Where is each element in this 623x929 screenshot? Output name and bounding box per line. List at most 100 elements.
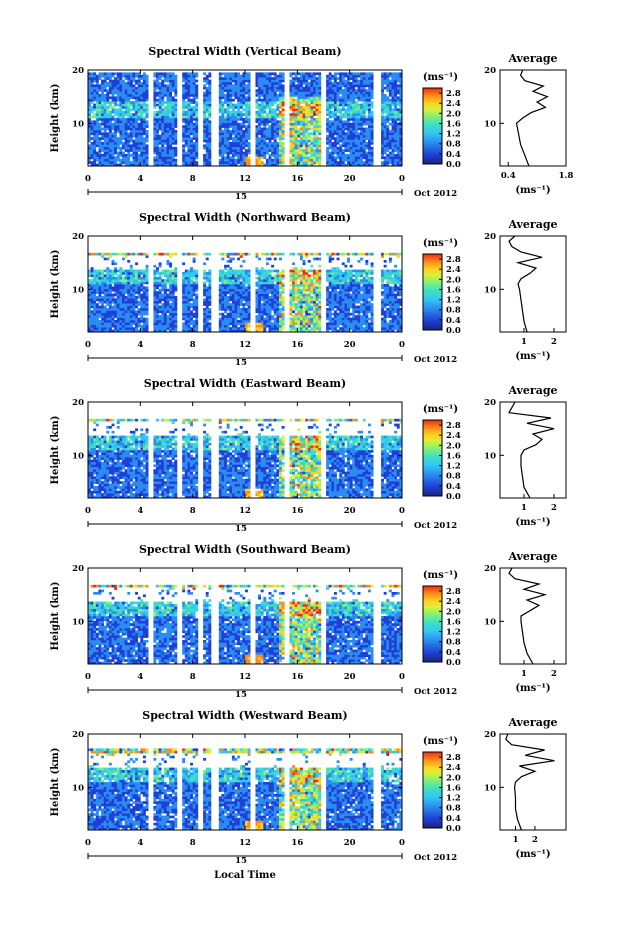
heatmap-cell bbox=[88, 281, 91, 285]
heatmap-cell bbox=[370, 151, 374, 155]
heatmap-cell bbox=[386, 125, 390, 128]
heatmap-cell bbox=[273, 125, 277, 128]
heatmap-cell bbox=[271, 158, 275, 162]
heatmap-cell bbox=[158, 310, 162, 314]
heatmap-cell bbox=[114, 315, 118, 318]
heatmap-cell bbox=[171, 274, 175, 278]
heatmap-cell bbox=[153, 103, 157, 107]
heatmap-cell bbox=[273, 96, 277, 100]
heatmap-cell bbox=[231, 288, 235, 292]
heatmap-cell bbox=[156, 298, 159, 302]
heatmap-cell bbox=[383, 163, 387, 167]
heatmap-cell bbox=[195, 163, 199, 167]
heatmap-cell bbox=[153, 315, 157, 318]
heatmap-cell bbox=[88, 146, 91, 150]
heatmap-cell bbox=[279, 115, 282, 119]
heatmap-cell bbox=[161, 98, 165, 102]
heatmap-cell bbox=[182, 132, 186, 136]
heatmap-cell bbox=[258, 79, 261, 83]
heatmap-cell bbox=[169, 142, 173, 145]
heatmap-cell bbox=[268, 103, 272, 107]
heatmap-cell bbox=[103, 327, 107, 330]
heatmap-cell bbox=[122, 305, 125, 309]
heatmap-cell bbox=[347, 103, 350, 107]
heatmap-cell bbox=[132, 284, 136, 287]
heatmap-cell bbox=[352, 110, 356, 114]
heatmap-cell bbox=[302, 79, 306, 83]
heatmap-cell bbox=[344, 142, 348, 145]
heatmap-cell bbox=[226, 272, 230, 275]
heatmap-cell bbox=[203, 269, 207, 273]
heatmap-cell bbox=[370, 77, 374, 80]
heatmap-cell bbox=[247, 74, 251, 78]
heatmap-cell bbox=[299, 72, 303, 76]
heatmap-cell bbox=[187, 281, 191, 285]
heatmap-cell bbox=[203, 96, 207, 100]
heatmap-cell bbox=[229, 125, 233, 128]
heatmap-cell bbox=[161, 284, 165, 287]
heatmap-cell bbox=[333, 163, 337, 167]
heatmap-cell bbox=[161, 312, 165, 316]
heatmap-cell bbox=[171, 130, 175, 133]
heatmap-cell bbox=[135, 79, 139, 83]
heatmap-cell bbox=[396, 125, 400, 128]
heatmap-cell bbox=[88, 134, 91, 138]
heatmap-cell bbox=[101, 74, 104, 78]
heatmap-cell bbox=[127, 125, 131, 128]
heatmap-cell bbox=[158, 84, 162, 88]
heatmap-cell bbox=[234, 149, 238, 152]
heatmap-cell bbox=[161, 118, 165, 121]
heatmap-cell bbox=[255, 149, 259, 152]
heatmap-cell bbox=[190, 303, 193, 306]
heatmap-cell bbox=[333, 86, 337, 90]
heatmap-cell bbox=[245, 110, 248, 114]
heatmap-cell bbox=[127, 274, 131, 278]
heatmap-cell bbox=[231, 118, 235, 121]
heatmap-cell bbox=[208, 281, 212, 285]
heatmap-cell bbox=[347, 89, 350, 92]
heatmap-cell bbox=[394, 154, 398, 157]
heatmap-cell bbox=[318, 122, 322, 126]
heatmap-cell bbox=[169, 96, 173, 100]
heatmap-cell bbox=[315, 146, 319, 150]
heatmap-cell bbox=[310, 146, 314, 150]
heatmap-cell bbox=[265, 132, 269, 136]
heatmap-cell bbox=[135, 296, 139, 299]
heatmap-cell bbox=[114, 149, 118, 152]
heatmap-cell bbox=[184, 103, 188, 107]
heatmap-cell bbox=[328, 120, 332, 124]
heatmap-cell bbox=[161, 103, 165, 107]
heatmap-cell bbox=[88, 324, 91, 328]
heatmap-cell bbox=[339, 96, 343, 100]
heatmap-cell bbox=[124, 106, 128, 109]
heatmap-cell bbox=[399, 139, 403, 143]
heatmap-cell bbox=[224, 324, 227, 328]
heatmap-cell bbox=[386, 163, 390, 167]
heatmap-cell bbox=[156, 127, 159, 131]
heatmap-cell bbox=[305, 122, 309, 126]
heatmap-cell bbox=[122, 98, 125, 102]
heatmap-cell bbox=[192, 288, 196, 292]
heatmap-cell bbox=[203, 315, 207, 318]
heatmap-cell bbox=[111, 305, 115, 309]
heatmap-cell bbox=[137, 115, 141, 119]
heatmap-cell bbox=[367, 146, 371, 150]
heatmap-cell bbox=[93, 142, 97, 145]
heatmap-cell bbox=[388, 142, 392, 145]
heatmap-cell bbox=[106, 252, 110, 256]
heatmap-cell bbox=[302, 115, 306, 119]
heatmap-cell bbox=[263, 77, 267, 80]
average-profile-line bbox=[515, 69, 549, 167]
heatmap-cell bbox=[95, 327, 99, 330]
heatmap-cell bbox=[132, 286, 136, 290]
heatmap-cell bbox=[365, 120, 369, 124]
heatmap-cell bbox=[302, 132, 306, 136]
heatmap-cell bbox=[208, 154, 212, 157]
heatmap-cell bbox=[255, 115, 259, 119]
heatmap-cell bbox=[184, 120, 188, 124]
heatmap-cell bbox=[153, 139, 157, 143]
heatmap-cell bbox=[271, 77, 275, 80]
heatmap-cell bbox=[234, 127, 238, 131]
heatmap-cell bbox=[108, 327, 112, 330]
heatmap-cell bbox=[145, 146, 149, 150]
